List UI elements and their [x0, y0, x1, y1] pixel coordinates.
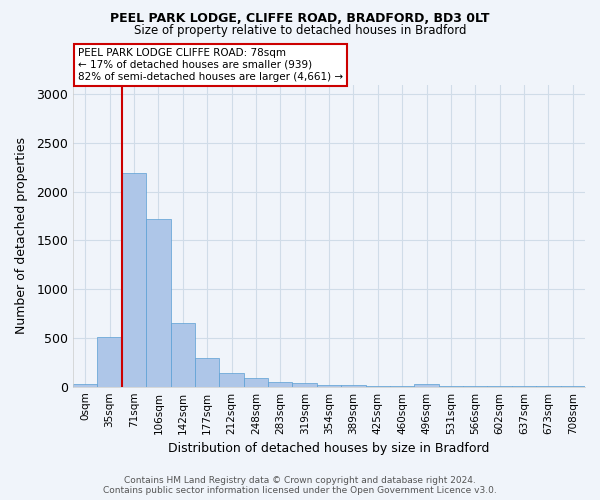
Bar [292, 384, 317, 386]
Bar [268, 382, 292, 386]
Bar [220, 372, 244, 386]
Bar [195, 358, 220, 386]
Bar [415, 384, 439, 386]
Text: PEEL PARK LODGE, CLIFFE ROAD, BRADFORD, BD3 0LT: PEEL PARK LODGE, CLIFFE ROAD, BRADFORD, … [110, 12, 490, 26]
Text: PEEL PARK LODGE CLIFFE ROAD: 78sqm
← 17% of detached houses are smaller (939)
82: PEEL PARK LODGE CLIFFE ROAD: 78sqm ← 17%… [78, 48, 343, 82]
Y-axis label: Number of detached properties: Number of detached properties [15, 137, 28, 334]
Text: Size of property relative to detached houses in Bradford: Size of property relative to detached ho… [134, 24, 466, 37]
Bar [317, 384, 341, 386]
Bar [146, 219, 170, 386]
Text: Contains HM Land Registry data © Crown copyright and database right 2024.
Contai: Contains HM Land Registry data © Crown c… [103, 476, 497, 495]
Bar [73, 384, 97, 386]
X-axis label: Distribution of detached houses by size in Bradford: Distribution of detached houses by size … [169, 442, 490, 455]
Bar [122, 173, 146, 386]
Bar [97, 337, 122, 386]
Bar [244, 378, 268, 386]
Bar [170, 324, 195, 386]
Bar [341, 385, 365, 386]
